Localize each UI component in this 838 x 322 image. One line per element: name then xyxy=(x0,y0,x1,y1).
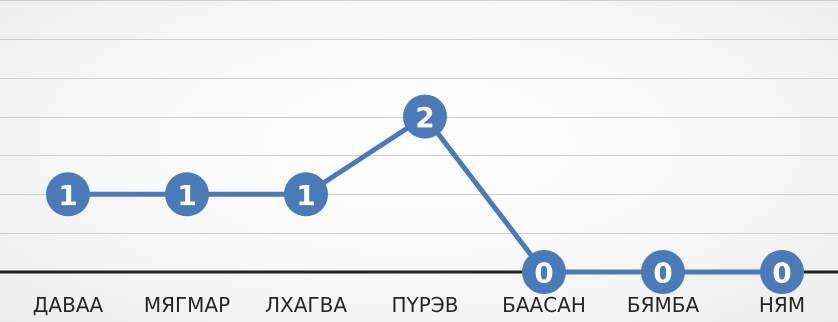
data-point: 1 xyxy=(284,172,328,217)
data-point: 0 xyxy=(522,250,566,294)
data-point-marker xyxy=(46,172,90,217)
data-label: 0 xyxy=(653,257,672,290)
x-tick-label: НЯМ xyxy=(759,293,805,317)
data-point: 0 xyxy=(641,250,685,294)
data-point-marker xyxy=(403,94,447,139)
data-point-marker xyxy=(641,250,685,294)
x-tick-label: БААСАН xyxy=(502,293,586,317)
data-label: 1 xyxy=(58,179,77,212)
x-tick-label: БЯМБА xyxy=(627,293,700,317)
data-point-marker xyxy=(522,250,566,294)
x-tick-label: ДАВАА xyxy=(33,293,104,317)
data-point: 2 xyxy=(403,94,447,139)
data-point-layer: 1 1 1 2 0 0 0 xyxy=(46,94,804,294)
data-point: 0 xyxy=(760,250,804,294)
data-label: 0 xyxy=(772,257,791,290)
x-tick-label: МЯГМАР xyxy=(144,293,230,317)
x-tick-label: ЛХАГВА xyxy=(265,293,347,317)
data-label: 1 xyxy=(296,179,315,212)
x-axis-tick-labels: ДАВАА МЯГМАР ЛХАГВА ПҮРЭВ БААСАН БЯМБА НЯМ xyxy=(33,293,805,317)
data-point-marker xyxy=(165,172,209,217)
data-label: 0 xyxy=(534,257,553,290)
x-tick-label: ПҮРЭВ xyxy=(391,293,458,317)
data-label: 2 xyxy=(415,101,434,134)
data-point-marker xyxy=(760,250,804,294)
data-point-marker xyxy=(284,172,328,217)
data-point: 1 xyxy=(46,172,90,217)
data-point: 1 xyxy=(165,172,209,217)
data-label: 1 xyxy=(177,179,196,212)
